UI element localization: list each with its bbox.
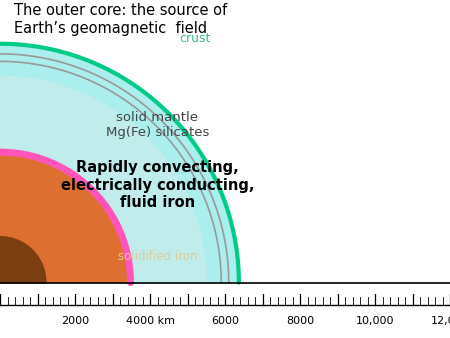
Text: 6000: 6000 xyxy=(211,316,239,326)
Text: solid mantle
Mg(Fe) silicates: solid mantle Mg(Fe) silicates xyxy=(106,111,209,139)
Text: 8000: 8000 xyxy=(286,316,314,326)
Text: crust: crust xyxy=(179,32,211,45)
Text: 10,000: 10,000 xyxy=(356,316,394,326)
Polygon shape xyxy=(0,152,130,283)
Polygon shape xyxy=(0,44,239,283)
Text: 12,000: 12,000 xyxy=(431,316,450,326)
Text: 2000: 2000 xyxy=(61,316,89,326)
Polygon shape xyxy=(0,62,221,283)
Polygon shape xyxy=(0,237,46,283)
Text: 4000 km: 4000 km xyxy=(126,316,175,326)
Text: Rapidly convecting,
electrically conducting,
fluid iron: Rapidly convecting, electrically conduct… xyxy=(61,160,254,210)
Polygon shape xyxy=(0,54,229,283)
Text: The outer core: the source of
Earth’s geomagnetic  field: The outer core: the source of Earth’s ge… xyxy=(14,3,227,36)
Text: solidified iron: solidified iron xyxy=(118,250,197,263)
Polygon shape xyxy=(0,76,206,283)
